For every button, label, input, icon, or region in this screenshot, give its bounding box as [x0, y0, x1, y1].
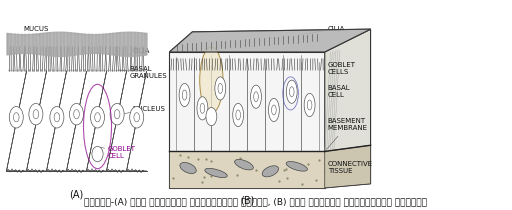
Text: GOBLET
CELLS: GOBLET CELLS [325, 62, 356, 75]
Polygon shape [325, 29, 371, 188]
Text: (A): (A) [69, 189, 83, 199]
Ellipse shape [286, 80, 297, 103]
Ellipse shape [271, 105, 276, 115]
Polygon shape [106, 71, 126, 173]
Polygon shape [169, 151, 325, 188]
Polygon shape [47, 71, 67, 173]
Ellipse shape [233, 103, 244, 127]
Ellipse shape [179, 83, 190, 107]
Ellipse shape [29, 104, 43, 125]
Text: CONNECTIVE
TISSUE: CONNECTIVE TISSUE [325, 161, 373, 175]
Ellipse shape [70, 104, 83, 125]
Text: NUCLEUS: NUCLEUS [124, 106, 165, 114]
Text: (B): (B) [240, 195, 254, 205]
Polygon shape [169, 52, 325, 188]
Polygon shape [7, 71, 27, 173]
Ellipse shape [134, 113, 139, 122]
Ellipse shape [289, 87, 294, 97]
Ellipse shape [262, 166, 279, 177]
Ellipse shape [50, 106, 64, 128]
Ellipse shape [234, 159, 253, 170]
Ellipse shape [200, 103, 205, 113]
Ellipse shape [268, 98, 280, 122]
Ellipse shape [92, 146, 103, 162]
Ellipse shape [286, 161, 307, 171]
Ellipse shape [182, 90, 187, 100]
Text: BASAL
CELL: BASAL CELL [325, 85, 351, 98]
Ellipse shape [253, 92, 259, 102]
Text: CILIA: CILIA [300, 26, 345, 35]
Ellipse shape [250, 85, 262, 108]
Polygon shape [126, 71, 146, 173]
Text: चित्र-(A) सरल स्तम्भी पक्ष्माभी उपकला, (B) कूट स्तरित पक्ष्माभी उपकला।: चित्र-(A) सरल स्तम्भी पक्ष्माभी उपकला, (… [84, 198, 428, 207]
Ellipse shape [9, 106, 23, 128]
Ellipse shape [54, 113, 60, 122]
Polygon shape [87, 71, 106, 173]
Ellipse shape [236, 110, 241, 120]
Text: BASEMENT
MEMBRANE: BASEMENT MEMBRANE [327, 118, 368, 149]
Ellipse shape [95, 113, 100, 122]
Ellipse shape [91, 106, 104, 128]
Ellipse shape [13, 113, 19, 122]
Ellipse shape [130, 106, 144, 128]
Ellipse shape [304, 93, 315, 117]
Polygon shape [27, 71, 47, 173]
Text: CILIA: CILIA [128, 47, 150, 55]
Ellipse shape [200, 47, 223, 113]
Ellipse shape [74, 110, 79, 119]
Ellipse shape [33, 110, 39, 119]
Text: BASAL
GRANULES: BASAL GRANULES [118, 66, 167, 79]
Ellipse shape [218, 83, 223, 93]
Ellipse shape [307, 100, 312, 110]
Polygon shape [325, 145, 371, 188]
Ellipse shape [114, 110, 120, 119]
Ellipse shape [197, 97, 208, 120]
Ellipse shape [110, 104, 124, 125]
Ellipse shape [215, 77, 226, 100]
Ellipse shape [205, 168, 227, 177]
Text: GOBLET
CELL: GOBLET CELL [100, 146, 135, 159]
Text: MUCUS: MUCUS [23, 26, 49, 37]
Ellipse shape [180, 163, 196, 173]
Polygon shape [169, 29, 371, 52]
Polygon shape [169, 29, 371, 52]
Ellipse shape [206, 108, 217, 126]
Polygon shape [67, 71, 87, 173]
